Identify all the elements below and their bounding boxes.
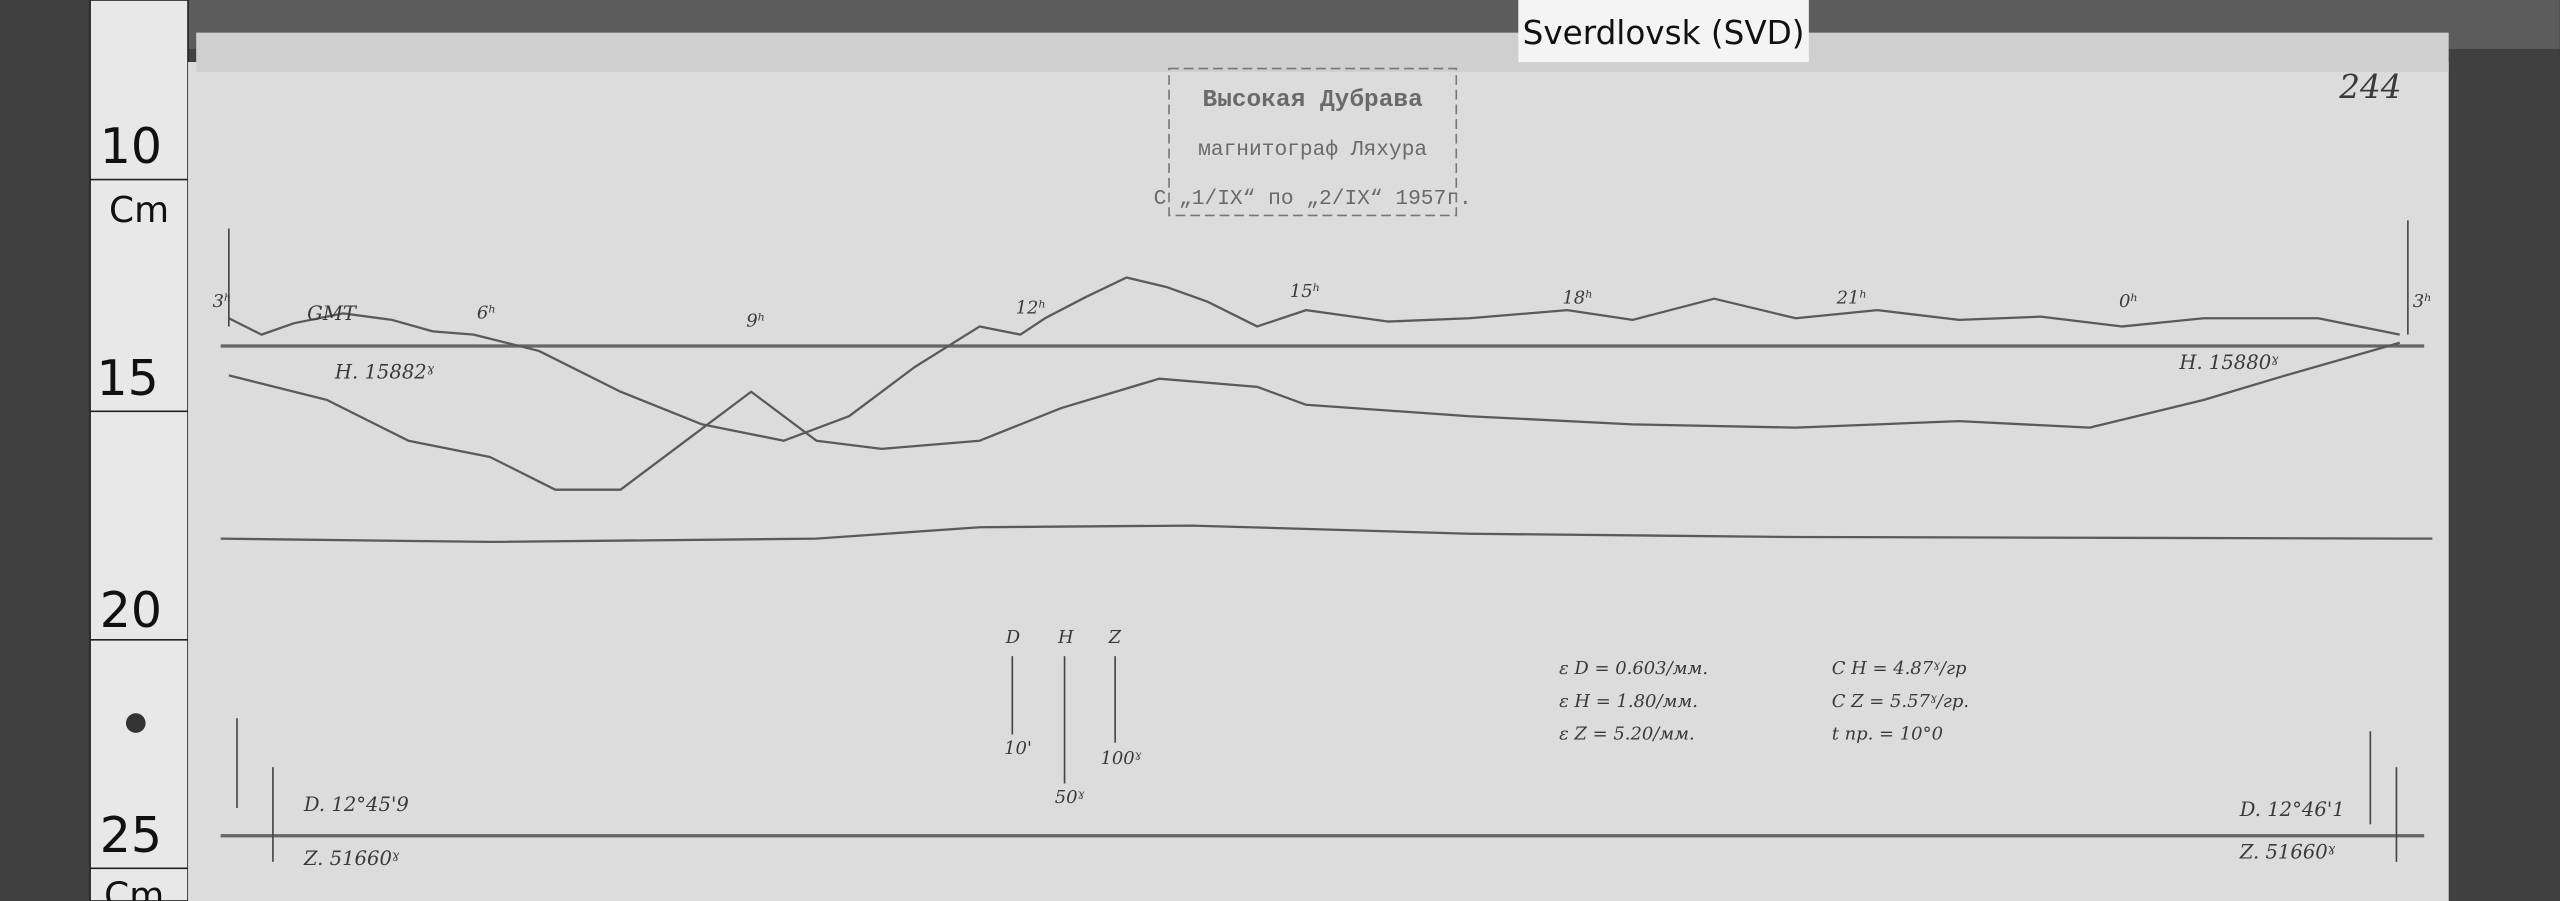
constant: t пр. = 10°0 <box>1832 723 1943 744</box>
station-label-card <box>1518 0 1809 63</box>
scale-value: 50ˠ <box>1055 787 1085 808</box>
constant: ε D = 0.603/мм. <box>1559 658 1708 679</box>
ruler-label: Cm <box>109 190 169 231</box>
constant: C Z = 5.57ˠ/гр. <box>1832 691 1969 712</box>
time-mark: 21ʰ <box>1836 288 1868 309</box>
station-label: Sverdlovsk (SVD) <box>1523 14 1805 52</box>
ruler-label: 25 <box>100 807 162 864</box>
constant: ε Z = 5.20/мм. <box>1559 723 1695 744</box>
stamp-line: магнитограф Ляхура <box>1198 138 1427 162</box>
scale-value: 100ˠ <box>1100 748 1141 769</box>
ruler-label: Cm <box>104 876 164 901</box>
stamp-line: С „1/IX“ по „2/IX“ 1957г. <box>1154 187 1472 211</box>
time-mark: 0ʰ <box>2119 291 2138 312</box>
stamp-border <box>1168 67 1458 217</box>
ruler <box>89 0 189 901</box>
paper-tape <box>196 32 2449 72</box>
ruler-label: 20 <box>100 582 162 639</box>
ruler-hole <box>126 713 146 733</box>
constant: ε H = 1.80/мм. <box>1559 691 1698 712</box>
time-mark: 18ʰ <box>1562 288 1593 309</box>
stamp-line: Высокая Дубрава <box>1203 87 1424 114</box>
time-mark: 3ʰ <box>213 291 232 312</box>
reference-arrows <box>228 220 2409 862</box>
time-mark: 12ʰ <box>1016 297 1047 318</box>
scale-label: Z <box>1108 627 1122 648</box>
h-left: H. 15882ˠ <box>334 361 435 384</box>
ruler-label: 10 <box>100 118 162 175</box>
constant: C H = 4.87ˠ/гр <box>1832 658 1967 679</box>
ruler-label: 15 <box>96 350 158 407</box>
page-number: 244 <box>2338 68 2401 106</box>
ruler-lines <box>90 178 189 870</box>
time-mark: 6ʰ <box>477 302 496 323</box>
baseline-value: Z. 51660ˠ <box>2239 841 2336 864</box>
scale-label: D <box>1005 627 1020 648</box>
z-trace <box>220 524 2433 544</box>
gmt-label: GMT <box>307 302 358 325</box>
time-mark: 9ʰ <box>746 310 765 331</box>
h-right: H. 15880ˠ <box>2178 351 2279 374</box>
time-mark: 3ʰ <box>2413 291 2432 312</box>
scale-label: H <box>1057 627 1074 648</box>
paper <box>188 62 2449 901</box>
baseline-value: D. 12°45'9 <box>303 793 409 816</box>
time-mark: 15ʰ <box>1290 281 1321 302</box>
baseline-value: Z. 51660ˠ <box>303 847 400 870</box>
baseline-value: D. 12°46'1 <box>2239 798 2345 821</box>
scale-value: 10' <box>1004 738 1032 759</box>
d-trace <box>228 276 2400 442</box>
h-trace <box>228 341 2401 491</box>
